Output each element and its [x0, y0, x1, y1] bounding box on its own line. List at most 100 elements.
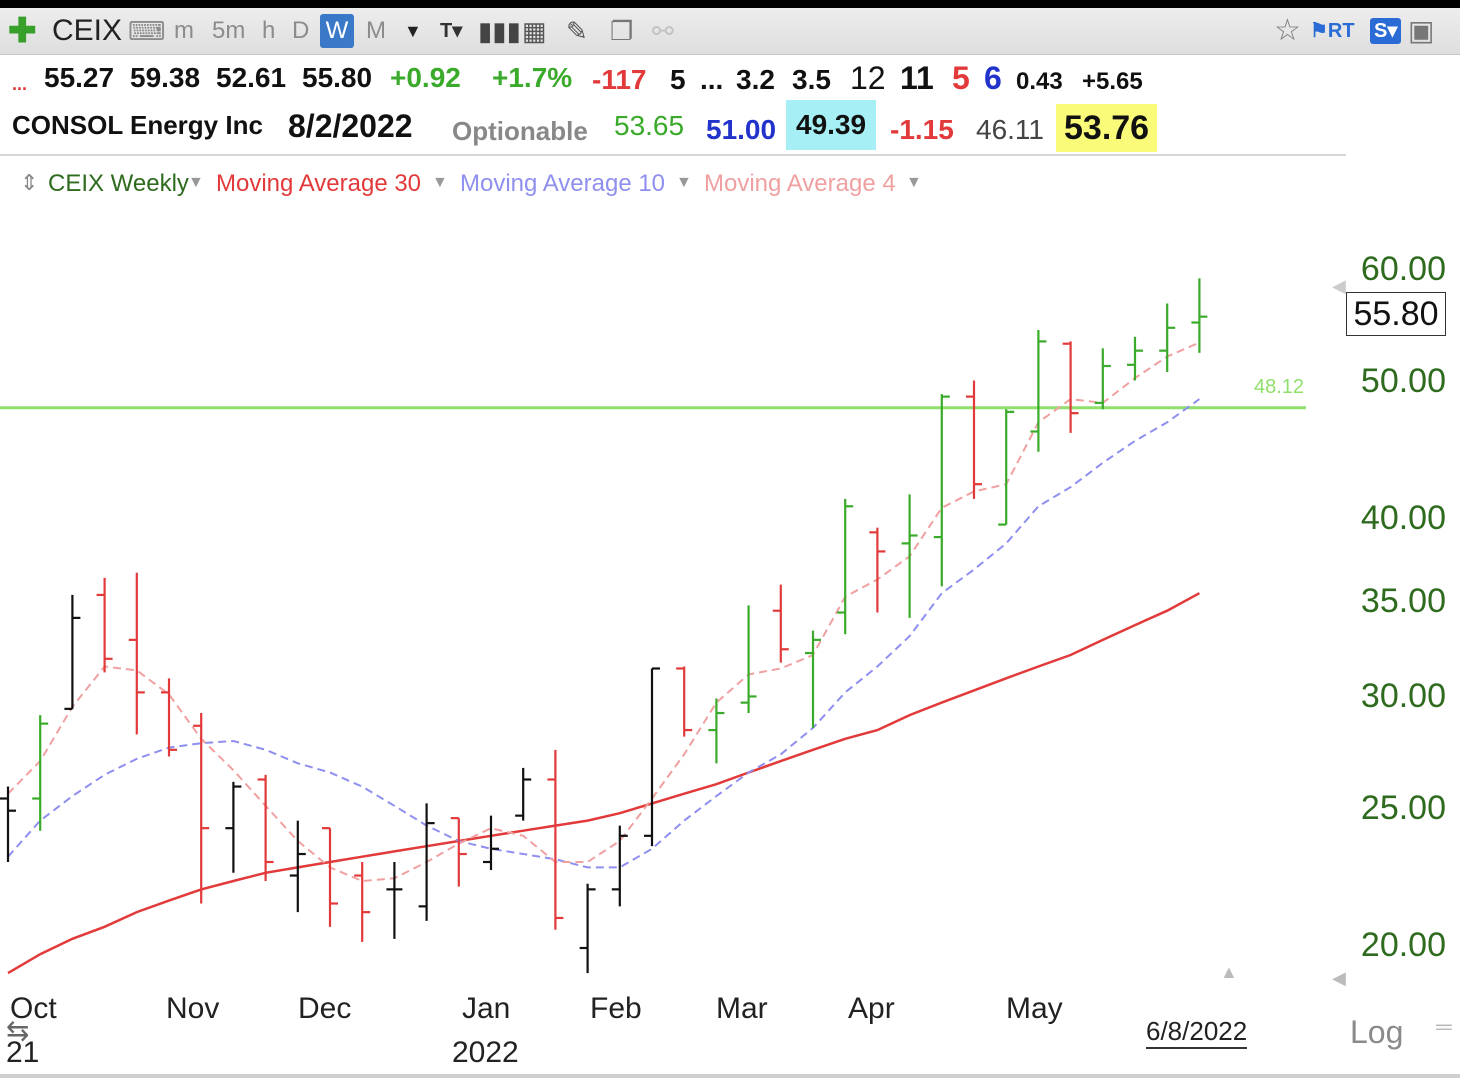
- quote-v4: 3.2: [736, 64, 775, 95]
- interval-week[interactable]: W: [320, 14, 354, 48]
- price-bar: [676, 666, 693, 737]
- chevron-down-icon[interactable]: ▼: [906, 174, 922, 191]
- realtime-flag-icon[interactable]: ⚑RT: [1310, 20, 1355, 42]
- legend-ma10[interactable]: Moving Average 10: [460, 170, 666, 197]
- y-tick-label: 60.00: [1360, 250, 1446, 288]
- quote-v3: ...: [700, 64, 724, 95]
- price-bar: [547, 749, 564, 930]
- toolbar: ✚ CEIX ⌨ m 5m h D W M ▼ T▾ ▮▮▮ ▦ ✎ ❐ ⚯ ☆…: [0, 8, 1460, 55]
- save-icon[interactable]: ▣: [1408, 15, 1435, 46]
- menu-lines-icon[interactable]: ═: [1436, 1014, 1452, 1039]
- price-bar: [193, 713, 210, 904]
- price-bar: [708, 698, 725, 764]
- legend-ma30[interactable]: Moving Average 30: [216, 170, 422, 197]
- quote-v11: +5.65: [1082, 68, 1143, 95]
- quote-v7: 11: [900, 60, 934, 96]
- company-f2: 51.00: [706, 114, 777, 145]
- last-price-marker: 55.80: [1346, 292, 1446, 336]
- layout-icon[interactable]: ⌨: [128, 16, 166, 46]
- price-bar: [1030, 330, 1047, 452]
- price-bar: [515, 767, 532, 821]
- chevron-down-icon[interactable]: ▼: [404, 21, 422, 41]
- window-bottom-border: [0, 1074, 1460, 1078]
- interval-month[interactable]: M: [366, 17, 386, 44]
- price-bar: [1159, 303, 1176, 373]
- price-bar: [386, 862, 403, 939]
- chevron-down-icon[interactable]: ▼: [676, 174, 692, 191]
- price-bar: [933, 394, 950, 587]
- y-tick-label: 35.00: [1360, 581, 1446, 620]
- x-tick-label: Dec: [298, 992, 352, 1025]
- quote-open: 55.27: [44, 62, 115, 93]
- pencil-icon[interactable]: ✎: [566, 16, 588, 46]
- y-tick-label: 20.00: [1360, 926, 1446, 964]
- company-date: 8/2/2022: [288, 108, 413, 144]
- x-tick-label: Jan: [462, 992, 511, 1025]
- price-bar: [64, 594, 81, 710]
- interval-5minute[interactable]: 5m: [212, 17, 246, 44]
- star-icon[interactable]: ☆: [1274, 14, 1301, 47]
- price-bar: [96, 577, 113, 673]
- x-tick-label: Nov: [166, 992, 220, 1025]
- end-date-label[interactable]: 6/8/2022: [1146, 1016, 1248, 1049]
- price-bar: [611, 825, 628, 907]
- price-bar: [0, 786, 16, 863]
- interval-minute[interactable]: m: [174, 17, 194, 44]
- x-tick-label: Oct: [10, 992, 57, 1025]
- screen-icon[interactable]: S▾: [1370, 18, 1402, 44]
- price-bar: [579, 883, 596, 974]
- quote-change-pct: +1.7%: [492, 62, 573, 93]
- price-bar: [289, 820, 306, 913]
- text-toggle-icon[interactable]: T▾: [440, 20, 463, 42]
- price-bar: [32, 715, 49, 831]
- quote-v6: 12: [850, 60, 886, 96]
- quote-v2: 5: [670, 64, 686, 95]
- quote-v5: 3.5: [792, 64, 831, 95]
- price-bar: [869, 527, 886, 613]
- bar-chart-icon[interactable]: ▮▮▮: [478, 16, 521, 46]
- scroll-left-icon[interactable]: ⇆: [6, 1015, 30, 1046]
- x-year-label: 2022: [452, 1036, 519, 1069]
- price-bar: [322, 827, 338, 927]
- price-bar: [1191, 278, 1208, 353]
- interval-day[interactable]: D: [292, 17, 310, 44]
- legend-ma4[interactable]: Moving Average 4: [704, 170, 896, 197]
- scroll-up-icon[interactable]: ▲: [1220, 962, 1238, 982]
- optionable-label: Optionable: [452, 116, 588, 146]
- log-scale-button[interactable]: Log: [1350, 1014, 1404, 1050]
- interval-hour[interactable]: h: [262, 17, 276, 44]
- share-icon[interactable]: ⚯: [652, 16, 674, 46]
- header-divider: [0, 154, 1346, 156]
- add-symbol-icon[interactable]: ✚: [8, 12, 37, 50]
- ma30-line: [7, 592, 1200, 975]
- grid-add-icon[interactable]: ▦: [522, 16, 547, 46]
- chevron-down-icon[interactable]: ▼: [188, 174, 204, 191]
- price-bar: [257, 774, 274, 882]
- y-tick-label: 50.00: [1360, 362, 1446, 401]
- sort-icon[interactable]: ⇕: [20, 170, 39, 195]
- collapse-icon[interactable]: ◀: [1332, 968, 1346, 988]
- price-bar: [483, 815, 499, 871]
- company-f1: 53.65: [614, 110, 685, 141]
- x-tick-label: Apr: [848, 992, 895, 1025]
- price-bar: [450, 817, 467, 887]
- company-f3: 49.39: [786, 100, 877, 150]
- ma10-line: [7, 398, 1200, 869]
- price-bar: [772, 584, 789, 663]
- chevron-down-icon[interactable]: ▼: [432, 174, 448, 191]
- symbol-field[interactable]: CEIX: [52, 14, 123, 47]
- company-line: CONSOL Energy Inc 8/2/2022 Optionable 53…: [0, 100, 1460, 152]
- quote-v9: 6: [984, 60, 1002, 96]
- price-bar: [1127, 336, 1143, 381]
- quote-more[interactable]: ...: [12, 74, 28, 94]
- note-icon[interactable]: ❐: [610, 16, 634, 46]
- price-bar: [1062, 341, 1079, 433]
- price-pointer-icon: ◀: [1332, 276, 1346, 296]
- quote-line: ... 55.27 59.38 52.61 55.80 +0.92 +1.7% …: [0, 56, 1460, 104]
- price-bar: [1094, 348, 1111, 410]
- legend-series[interactable]: CEIX Weekly: [48, 170, 189, 197]
- price-bar: [354, 862, 371, 942]
- x-tick-label: Feb: [590, 992, 642, 1025]
- company-f6: 53.76: [1056, 104, 1158, 152]
